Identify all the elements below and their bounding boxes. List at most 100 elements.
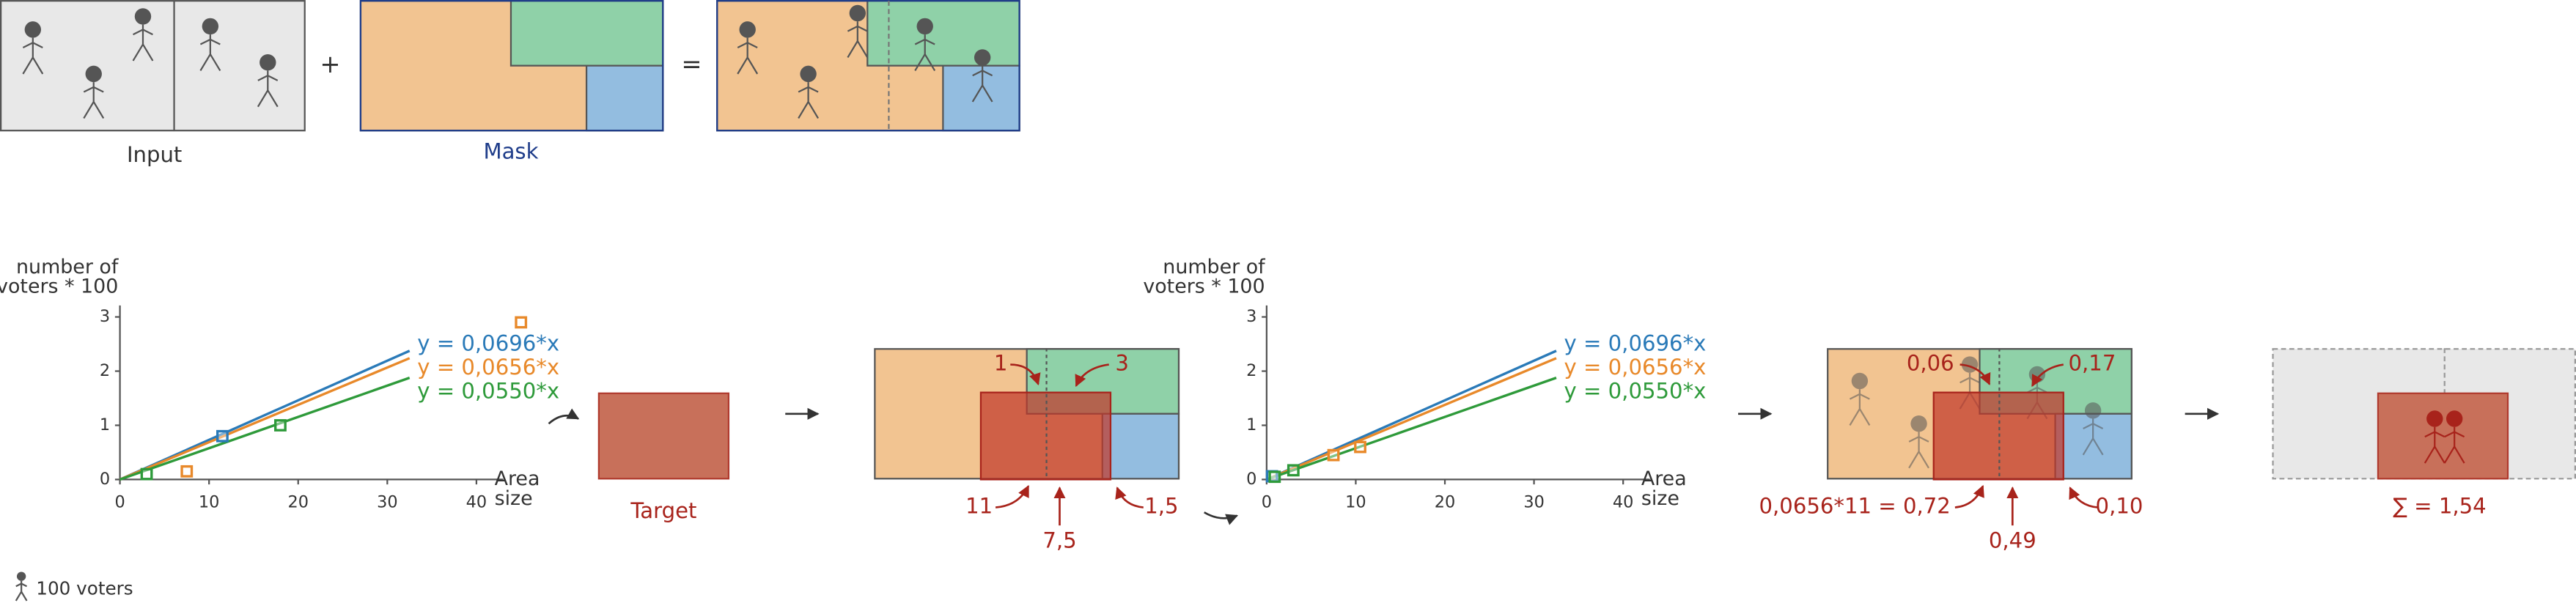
x-axis-label: size: [495, 487, 533, 510]
person-icon: [15, 571, 28, 602]
arrow: [1115, 487, 1144, 508]
step1-label: 1: [994, 351, 1008, 376]
region: [359, 0, 664, 132]
body: [737, 37, 759, 75]
head: [800, 65, 817, 83]
x-tick-label: 10: [1345, 492, 1366, 511]
x-tick-label: 20: [1435, 492, 1456, 511]
arrow: [548, 408, 580, 425]
body: [1908, 432, 1929, 469]
head: [16, 571, 26, 581]
x-tick-label: 20: [287, 492, 309, 511]
arrow: [2031, 363, 2064, 388]
result-label: ∑ = 1,54: [2393, 494, 2486, 519]
person-icon: [847, 4, 869, 59]
region: [585, 64, 664, 132]
fit-line: [119, 357, 411, 481]
body: [2082, 418, 2104, 456]
person-icon: [83, 65, 105, 119]
person-icon: [199, 18, 221, 71]
person-icon: [2443, 410, 2465, 464]
step2-label: 0,17: [2069, 351, 2116, 376]
person-icon: [1908, 415, 1929, 469]
equation: y = 0,0696*x: [1564, 331, 1706, 356]
y-axis-label: number of: [16, 256, 119, 278]
head: [739, 21, 756, 38]
y-axis-label: number of: [1163, 256, 1265, 278]
head: [1851, 372, 1869, 390]
sample-point: [140, 467, 153, 481]
person-icon: [798, 65, 820, 119]
body: [2424, 426, 2446, 464]
y-tick-label: 1: [100, 415, 110, 434]
x-axis-label: Area: [1641, 467, 1687, 490]
arrow: [2069, 487, 2098, 508]
x-tick-label: 30: [1523, 492, 1545, 511]
equals: =: [681, 50, 702, 78]
arrow: [1075, 363, 1109, 388]
body: [22, 37, 44, 75]
sample-point: [515, 316, 528, 329]
sample-point: [1327, 448, 1340, 462]
region: [716, 0, 1020, 132]
head: [974, 49, 991, 66]
equation: y = 0,0656*x: [417, 355, 559, 380]
head: [2426, 410, 2443, 427]
x-tick-label: 0: [114, 492, 125, 511]
step2-label: 0,06: [1907, 351, 1954, 376]
body: [914, 34, 936, 71]
region: [866, 0, 1020, 67]
step1-label: 1,5: [1144, 494, 1178, 519]
region: [0, 0, 306, 132]
target-overlay: [1932, 391, 2064, 481]
person-icon: [1849, 372, 1871, 426]
head: [916, 18, 933, 35]
target-overlay: [979, 391, 1112, 481]
person-icon: [132, 8, 154, 62]
mask-label: Mask: [483, 138, 538, 163]
head: [24, 21, 42, 38]
body: [847, 21, 869, 59]
region: [1101, 413, 1180, 480]
head: [849, 4, 866, 22]
y-tick-label: 3: [100, 307, 110, 326]
step2-label: 0,10: [2096, 494, 2143, 519]
x-tick-label: 0: [1262, 492, 1272, 511]
body: [15, 580, 28, 602]
y-axis-label: voters * 100: [1143, 275, 1265, 298]
region: [509, 0, 664, 67]
arrow: [995, 484, 1030, 508]
y-tick-label: 0: [1246, 470, 1256, 489]
body: [83, 82, 105, 119]
legend-label: 100 voters: [36, 578, 133, 599]
equation: y = 0,0656*x: [1564, 355, 1706, 380]
person-icon: [971, 49, 993, 103]
y-tick-label: 1: [1246, 415, 1256, 434]
person-icon: [257, 53, 279, 108]
step2-label: 0,49: [1989, 528, 2036, 553]
y-axis-label: voters * 100: [0, 275, 118, 298]
head: [260, 53, 276, 71]
person-icon: [2424, 410, 2446, 464]
step2-label: 0,0656*11 = 0,72: [1759, 494, 1951, 519]
body: [798, 82, 820, 119]
x-tick-label: 30: [377, 492, 398, 511]
x-axis-label: Area: [495, 467, 540, 490]
fit-line: [1266, 377, 1557, 481]
arrow: [1954, 484, 1984, 508]
sample-point: [1268, 470, 1281, 484]
head: [85, 65, 102, 83]
target-label: Target: [630, 498, 696, 523]
head: [202, 18, 219, 35]
step1-label: 11: [965, 494, 993, 519]
body: [199, 34, 221, 71]
sample-point: [274, 419, 287, 432]
step1-label: 3: [1115, 351, 1129, 376]
person-icon: [2082, 402, 2104, 456]
arrow: [1204, 511, 1239, 525]
region: [942, 64, 1020, 132]
head: [2084, 402, 2102, 419]
sample-point: [1287, 464, 1300, 477]
y-tick-label: 2: [1246, 361, 1256, 380]
